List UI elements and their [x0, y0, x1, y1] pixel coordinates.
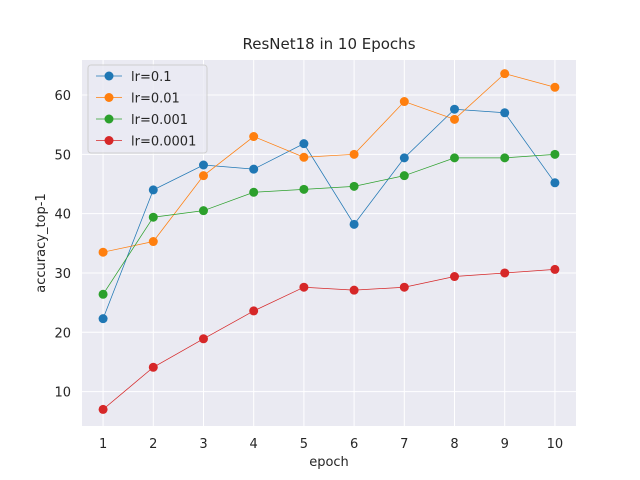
data-point	[550, 264, 560, 274]
data-point	[198, 206, 208, 216]
data-point	[450, 272, 460, 282]
legend-label: lr=0.001	[131, 113, 188, 128]
series-lr=0.0001	[98, 264, 560, 414]
series-line	[102, 108, 556, 319]
y-tick-label: 20	[54, 326, 71, 341]
data-point	[198, 334, 208, 344]
data-point	[550, 178, 560, 188]
legend-item: lr=0.0001	[96, 135, 196, 150]
series-line	[103, 73, 556, 253]
data-point	[450, 114, 460, 124]
legend-marker	[104, 71, 114, 81]
legend-frame	[87, 64, 208, 154]
legend: lr=0.1 lr=0.01 lr=0.001 lr=0.0001	[87, 64, 208, 154]
data-point	[148, 237, 158, 247]
x-tick-labels: 1 2 3 4 5 6 7 8 9 10	[99, 437, 563, 452]
data-point	[399, 153, 409, 163]
x-tick-label: 7	[400, 437, 408, 452]
data-point	[349, 219, 359, 229]
y-tick-label: 60	[54, 89, 71, 104]
data-point	[349, 181, 359, 191]
series-line	[102, 269, 555, 410]
data-point	[450, 153, 460, 163]
legend-marker	[104, 136, 114, 145]
y-tick-label: 30	[54, 267, 71, 282]
data-point	[98, 314, 108, 324]
legend-marker	[104, 114, 114, 124]
data-point	[148, 185, 158, 195]
data-point	[198, 160, 208, 170]
series-line	[102, 153, 555, 295]
chart-title: ResNet18 in 10 Epochs	[242, 35, 415, 53]
data-point	[299, 152, 309, 162]
x-tick-label: 10	[547, 437, 564, 452]
series-lr=0.001	[98, 149, 560, 299]
x-tick-label: 3	[199, 437, 207, 452]
data-point	[399, 171, 409, 181]
legend-label: lr=0.0001	[131, 135, 196, 150]
data-point	[148, 362, 158, 372]
data-point	[500, 69, 510, 79]
series-lr=0.01	[98, 69, 560, 257]
data-point	[249, 187, 259, 197]
x-tick-label: 6	[350, 437, 358, 452]
legend-item: lr=0.001	[96, 113, 188, 128]
legend-marker	[104, 93, 114, 102]
y-tick-label: 10	[54, 386, 71, 401]
data-point	[550, 149, 560, 159]
data-point	[98, 289, 108, 299]
series-layer	[98, 69, 560, 414]
data-point	[299, 282, 309, 292]
x-tick-label: 9	[501, 437, 509, 452]
data-point	[500, 153, 510, 163]
data-point	[98, 247, 108, 257]
data-point	[249, 306, 259, 316]
y-tick-label: 40	[54, 208, 71, 223]
y-axis-label: accuracy_top-1	[34, 193, 49, 292]
x-tick-label: 2	[149, 437, 157, 452]
legend-item: lr=0.1	[96, 70, 172, 85]
data-point	[550, 82, 560, 92]
data-point	[349, 149, 359, 159]
x-tick-label: 8	[450, 437, 458, 452]
x-axis-label: epoch	[309, 455, 349, 470]
data-point	[249, 132, 259, 142]
y-tick-labels: 10 20 30 40 50 60	[54, 89, 71, 401]
legend-label: lr=0.01	[131, 92, 180, 107]
data-point	[299, 139, 309, 149]
legend-item: lr=0.01	[96, 92, 180, 107]
data-point	[500, 268, 510, 278]
x-tick-label: 1	[99, 437, 107, 452]
x-tick-label: 4	[250, 437, 258, 452]
data-point	[450, 104, 460, 114]
x-tick-label: 5	[300, 437, 308, 452]
data-point	[399, 97, 409, 107]
data-point	[148, 212, 158, 222]
series-lr=0.1	[98, 104, 560, 324]
data-point	[249, 164, 259, 174]
data-point	[399, 282, 409, 292]
data-point	[299, 184, 309, 194]
data-point	[349, 285, 359, 295]
data-point	[198, 171, 208, 181]
legend-label: lr=0.1	[131, 70, 172, 85]
data-point	[500, 108, 510, 118]
grid	[82, 60, 576, 426]
y-tick-label: 50	[54, 148, 71, 163]
data-point	[98, 404, 108, 414]
